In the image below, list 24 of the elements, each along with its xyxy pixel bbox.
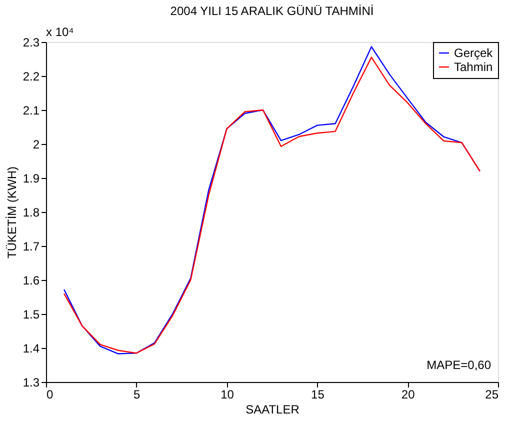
y-tick-label: 1.4 bbox=[22, 342, 40, 356]
y-tick-label: 2.2 bbox=[22, 70, 40, 84]
x-tick-label: 10 bbox=[220, 388, 234, 402]
legend-label: Tahmin bbox=[454, 60, 493, 74]
y-tick-label: 1.5 bbox=[22, 308, 40, 322]
y-tick-label: 1.7 bbox=[22, 240, 40, 254]
y-tick-label: 1.9 bbox=[22, 172, 40, 186]
text: x 10⁴ bbox=[46, 25, 74, 39]
x-tick-label: 20 bbox=[401, 388, 416, 402]
y-tick-label: 1.8 bbox=[22, 206, 40, 220]
y-tick-label: 2 bbox=[32, 138, 40, 152]
x-tick-label: 25 bbox=[485, 388, 499, 402]
y-tick-label: 2.3 bbox=[22, 36, 40, 50]
y-axis-title: TÜKETİM (KWH) bbox=[4, 166, 19, 258]
x-tick-label: 5 bbox=[134, 388, 141, 402]
chart-title: 2004 YILI 15 ARALIK GÜNÜ TAHMİNİ bbox=[170, 4, 374, 18]
legend-label: Gerçek bbox=[454, 46, 494, 60]
x-tick-label: 0 bbox=[46, 388, 54, 402]
x-axis-title: SAATLER bbox=[246, 402, 300, 416]
y-tick-label: 2.1 bbox=[22, 104, 40, 118]
y-tick-label: 1.3 bbox=[22, 376, 40, 390]
x-tick-label: 15 bbox=[311, 388, 325, 402]
y-tick-label: 1.6 bbox=[22, 274, 40, 288]
annotation: MAPE=0,60 bbox=[426, 358, 492, 372]
